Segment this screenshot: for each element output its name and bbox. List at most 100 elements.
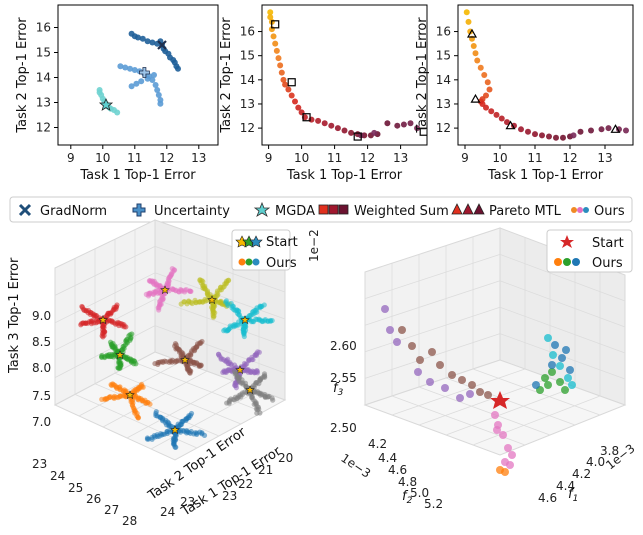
point-ours — [564, 374, 572, 382]
y-tick-label: 4.8 — [398, 475, 417, 489]
point-gradnorm — [139, 35, 146, 42]
ours-clusters — [78, 265, 276, 450]
x-tick-label: 9 — [67, 151, 75, 165]
point-gradnorm — [149, 39, 156, 46]
point-ours — [491, 411, 499, 419]
start-star — [490, 391, 510, 409]
point-ours — [548, 368, 556, 376]
point-ours — [481, 72, 488, 78]
x-tick-label: 23 — [180, 495, 195, 509]
legend-label-mgda: MGDA — [275, 204, 315, 219]
y-tick-label: 5.0 — [410, 486, 429, 500]
z-tick-label: 7.0 — [32, 415, 51, 429]
point-ours — [273, 47, 280, 54]
cluster-point — [220, 369, 226, 376]
cluster-point — [197, 339, 203, 346]
point-ours — [408, 342, 416, 350]
cluster-point — [223, 299, 229, 305]
grid-line — [150, 390, 260, 450]
grid-line — [114, 372, 242, 425]
point-ours — [466, 390, 474, 398]
x-tick-label: 10 — [294, 151, 309, 165]
point-ours — [465, 18, 472, 25]
x-axis-label: Task 1 Top-1 Error — [286, 168, 403, 183]
cluster-point — [99, 333, 105, 339]
marker-weighted-sum — [271, 20, 280, 29]
x-tick-label: 4.4 — [556, 479, 575, 493]
point-ours — [566, 366, 574, 374]
point-ours — [499, 431, 507, 439]
point-uncertainty — [117, 63, 124, 70]
legend-start-stars — [235, 235, 263, 248]
start-star — [98, 315, 108, 325]
point-ours — [277, 62, 284, 69]
grid-line — [499, 280, 626, 328]
point-uncertainty — [157, 100, 164, 107]
point-ours — [321, 120, 328, 127]
point-ours — [470, 43, 477, 50]
point-ours — [384, 120, 391, 127]
point-ours — [486, 86, 493, 93]
z-tick-label: 7.5 — [32, 389, 51, 403]
point-ours — [275, 55, 282, 62]
cluster-point — [257, 410, 263, 416]
grid-line — [418, 386, 551, 436]
point-ours — [285, 86, 292, 93]
cluster-point — [198, 363, 204, 369]
cluster-point — [143, 291, 149, 297]
point-uncertainty — [154, 87, 161, 93]
start-star — [160, 285, 170, 295]
grid-line — [445, 386, 576, 436]
grid-line — [154, 246, 286, 293]
y-tick-label: 4.4 — [378, 451, 397, 465]
cluster-point — [224, 400, 230, 406]
cluster-point — [99, 352, 105, 359]
z-tick-label: 8.0 — [32, 361, 51, 375]
cluster-point — [172, 340, 179, 347]
ours-points — [381, 305, 576, 476]
grid-line — [54, 246, 156, 296]
point-ours — [518, 126, 524, 133]
ylabel-f2: f2 — [402, 489, 413, 506]
start-star — [125, 390, 135, 400]
y-tick-label: 15 — [240, 49, 255, 63]
y-exponent: 1e−3 — [338, 451, 373, 481]
start-star — [115, 350, 125, 360]
point-ours — [551, 341, 559, 349]
grid-line — [499, 254, 626, 302]
point-ours — [280, 76, 287, 83]
point-ours — [295, 104, 302, 111]
cluster-point — [210, 314, 216, 320]
point-mgda — [96, 89, 103, 96]
point-ours — [282, 81, 289, 88]
grid-line — [364, 254, 501, 299]
y-tick-label: 12 — [36, 121, 51, 135]
panel-gradnorm-uncertainty-mgda: 9 10 11 12 13 12 13 14 15 16 Task 1 Top-1 Error Tas… — [15, 4, 219, 183]
point-ours — [548, 361, 556, 369]
point-ours — [561, 386, 569, 394]
data-points — [463, 9, 629, 141]
grid-line — [472, 395, 601, 446]
legend-start-label-right: Start — [592, 236, 624, 251]
point-ours — [493, 426, 501, 434]
point-ours — [483, 104, 489, 111]
cluster-point — [108, 382, 114, 388]
x-tick-label: 13 — [191, 151, 206, 165]
cluster-point — [144, 436, 151, 442]
point-ours — [448, 371, 456, 379]
x-tick-label: 23 — [222, 489, 237, 503]
point-ours — [416, 356, 424, 364]
legend-label-weighted-sum: Weighted Sum — [354, 204, 449, 219]
y-tick-label: 13 — [36, 96, 51, 110]
cluster-point — [262, 373, 268, 379]
marker-pareto-mtl — [470, 93, 481, 103]
marker-pareto-mtl — [466, 28, 478, 38]
legend-pareto-mtl: Pareto MTL — [451, 203, 562, 219]
cluster-point — [107, 339, 114, 345]
point-ours — [476, 388, 484, 396]
y-tick-label: 4.6 — [388, 463, 407, 477]
legend-ours-label-right: Ours — [592, 256, 623, 271]
legend-gradnorm: GradNorm — [18, 203, 107, 219]
legend: GradNorm Uncertainty MGDA Weighted Sum P… — [9, 196, 633, 223]
y-tick-label: 12 — [436, 121, 451, 135]
